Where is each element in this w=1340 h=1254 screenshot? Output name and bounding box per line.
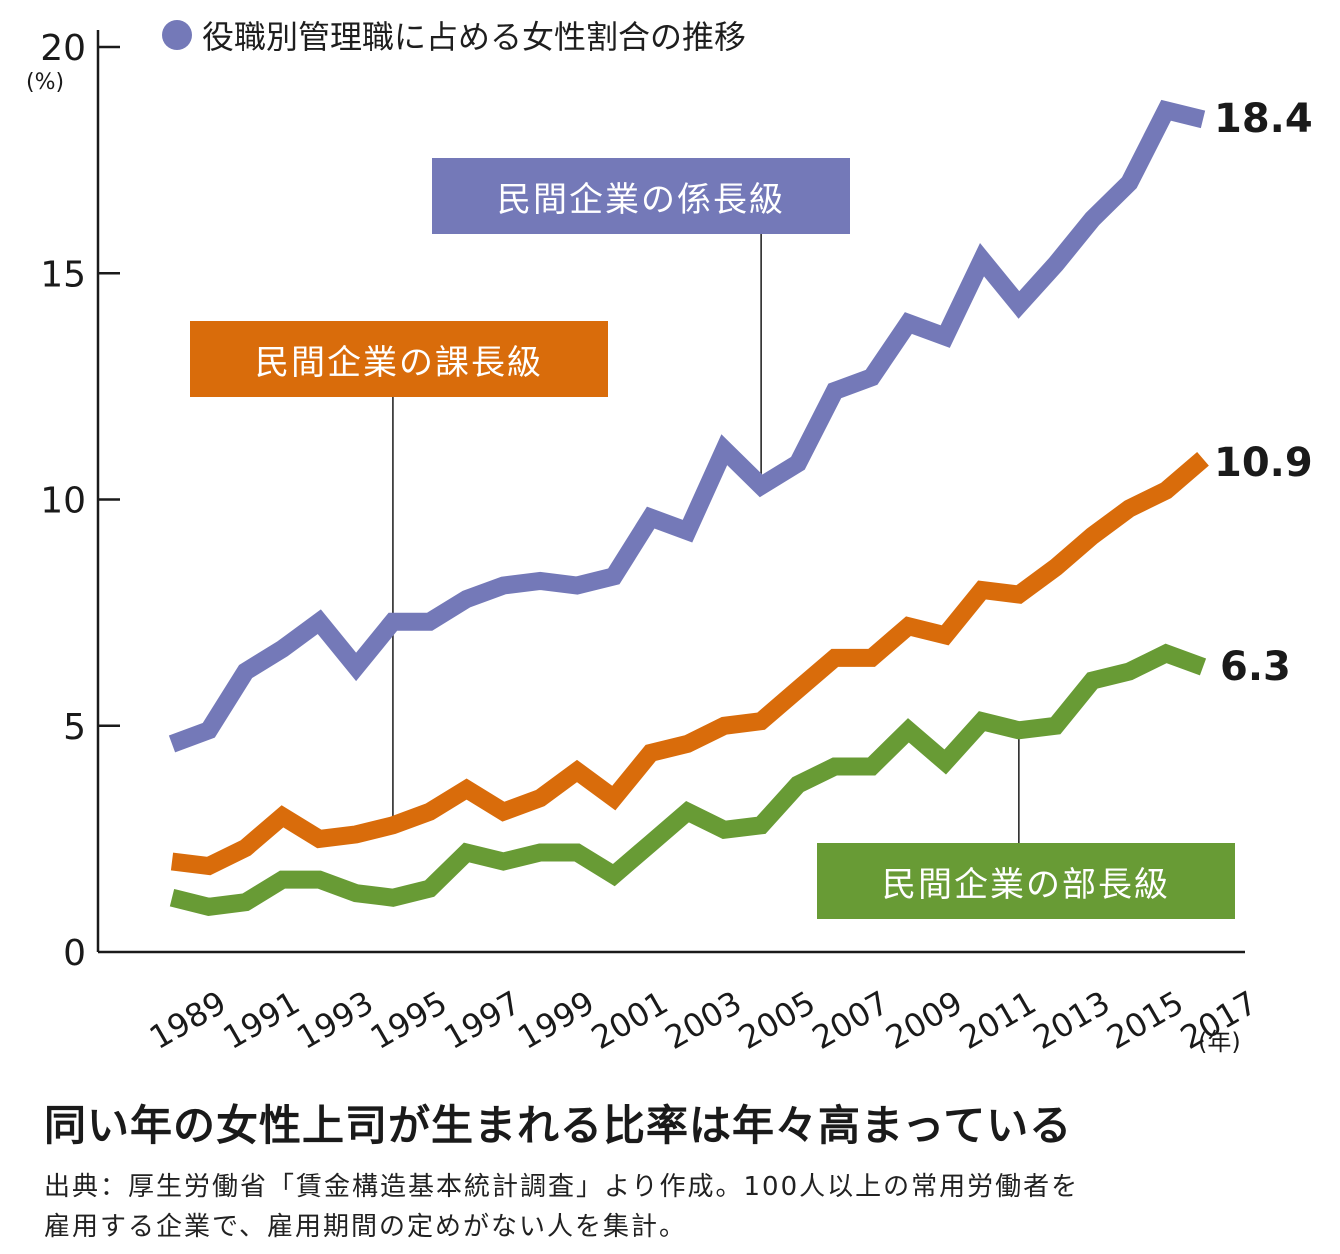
source-note-line2: 雇用する企業で、雇用期間の定めがない人を集計。: [44, 1212, 687, 1242]
y-tick-label: 0: [63, 933, 86, 974]
series-line: [168, 99, 1206, 753]
series-line: [169, 643, 1207, 916]
x-tick-label: 2011: [953, 983, 1043, 1057]
x-axis-unit: (年): [1198, 1028, 1241, 1056]
y-axis-unit: (%): [26, 70, 65, 95]
y-tick-label: 5: [63, 707, 86, 748]
series-label-kakari: 民間企業の係長級: [432, 158, 850, 234]
y-tick-label: 15: [40, 254, 86, 295]
x-tick-label: 2001: [585, 983, 675, 1057]
x-tick-label: 2013: [1027, 983, 1117, 1057]
x-tick-label: 2003: [658, 983, 748, 1057]
series-line: [170, 451, 1209, 876]
y-tick-label: 10: [40, 481, 86, 522]
legend-dot-icon: [162, 20, 192, 50]
line-chart: 1989199119931995199719992001200320052007…: [40, 28, 1263, 1057]
end-label-kakari: 18.4: [1214, 96, 1313, 142]
x-tick-label: 1999: [511, 983, 601, 1057]
x-tick-label: 1989: [143, 983, 233, 1057]
x-tick-label: 2005: [732, 983, 822, 1057]
x-tick-label: 1993: [290, 983, 380, 1057]
series-label-ka: 民間企業の課長級: [190, 321, 608, 397]
source-note-line1: 出典：厚生労働省「賃金構造基本統計調査」より作成。100人以上の常用労働者を: [44, 1172, 1080, 1202]
end-label-bu: 6.3: [1220, 644, 1291, 690]
headline: 同い年の女性上司が生まれる比率は年々高まっている: [44, 1101, 1073, 1150]
x-tick-label: 2009: [879, 983, 969, 1057]
x-tick-label: 1995: [364, 983, 454, 1057]
series-label-bu: 民間企業の部長級: [817, 843, 1235, 919]
y-tick-label: 20: [40, 28, 86, 69]
chart-title: 役職別管理職に占める女性割合の推移: [162, 12, 746, 58]
chart-title-text: 役職別管理職に占める女性割合の推移: [202, 18, 747, 56]
x-tick-label: 1991: [217, 983, 307, 1057]
end-label-ka: 10.9: [1214, 440, 1313, 486]
x-tick-label: 1997: [438, 983, 528, 1057]
x-tick-label: 2015: [1100, 983, 1190, 1057]
x-tick-label: 2007: [806, 983, 896, 1057]
